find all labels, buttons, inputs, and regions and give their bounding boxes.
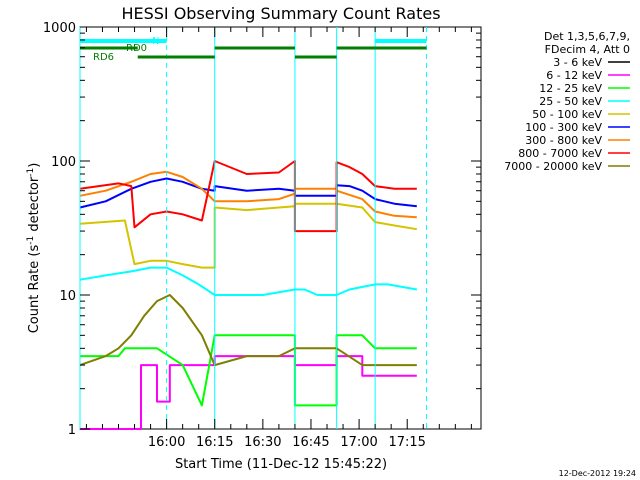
legend-label-5: 100 - 300 keV <box>525 121 602 134</box>
legend-header-1: FDecim 4, Att 0 <box>545 43 630 56</box>
series-line-2 <box>80 334 417 407</box>
x-tick-label-0: 16:00 <box>148 435 185 450</box>
y-tick-label-2: 100 <box>51 155 76 170</box>
series-line-7 <box>79 160 417 233</box>
legend-label-6: 300 - 800 keV <box>525 134 602 147</box>
chart-title: HESSI Observing Summary Count Rates <box>121 4 440 23</box>
series-line-6 <box>79 170 417 219</box>
legend-label-2: 12 - 25 keV <box>539 82 602 95</box>
x-tick-label-3: 16:45 <box>292 435 329 450</box>
x-tick-label-2: 16:30 <box>244 435 281 450</box>
series-line-5 <box>79 177 417 209</box>
timestamp-footer: 12-Dec-2012 19:24 <box>559 469 636 478</box>
x-axis-label: Start Time (11-Dec-12 15:45:22) <box>175 457 387 472</box>
x-tick-label-4: 17:00 <box>340 435 377 450</box>
legend-label-1: 6 - 12 keV <box>546 69 602 82</box>
legend-label-0: 3 - 6 keV <box>553 56 602 69</box>
legend-label-3: 25 - 50 keV <box>539 95 602 108</box>
y-tick-label-1: 10 <box>59 289 76 304</box>
series-line-4 <box>79 202 417 269</box>
legend-label-4: 50 - 100 keV <box>532 108 602 121</box>
y-tick-label-0: 1 <box>68 423 76 438</box>
flag-label-2: RD6 <box>93 52 114 63</box>
svg-text:Count Rate (s-1 detector-1): Count Rate (s-1 detector-1) <box>26 163 42 334</box>
series-line-3 <box>79 266 417 296</box>
y-tick-label-3: 1000 <box>43 21 76 36</box>
flag-label-1: RD0 <box>126 43 147 54</box>
flag-label-0: N <box>152 36 159 47</box>
x-tick-label-5: 17:15 <box>388 435 425 450</box>
series-line-8 <box>79 294 417 367</box>
legend-header-0: Det 1,3,5,6,7,9, <box>544 30 630 43</box>
y-axis-label: Count Rate (s-1 detector-1) <box>26 163 42 334</box>
legend-label-7: 800 - 7000 keV <box>518 147 602 160</box>
legend-label-8: 7000 - 20000 keV <box>504 160 602 173</box>
x-tick-label-1: 16:15 <box>196 435 233 450</box>
